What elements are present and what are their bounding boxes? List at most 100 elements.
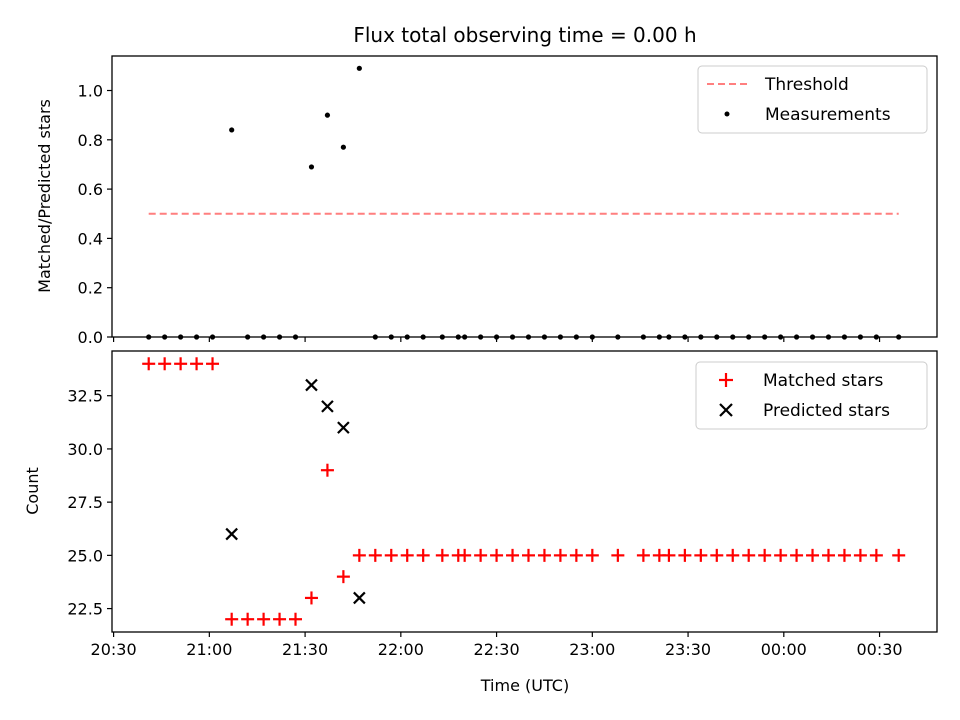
matched-stars-point <box>225 612 239 626</box>
measurements-legend-label: Measurements <box>765 105 891 125</box>
matched-stars-point <box>742 548 756 562</box>
bottom-x-axis: 20:30 21:00 21:30 22:00 22:30 23:00 23:30 00:00… <box>91 632 903 659</box>
top-y-axis-label: Matched/Predicted stars <box>35 99 54 293</box>
top-y-tick-label: 1.0 <box>78 82 103 101</box>
matched-stars-point <box>585 548 599 562</box>
measurements-point <box>682 334 688 340</box>
matched-stars-point <box>821 548 835 562</box>
matched-stars-point <box>435 548 449 562</box>
x-tick-label: 23:00 <box>569 640 615 659</box>
top-y-tick-label: 0.6 <box>78 180 103 199</box>
measurements-point <box>388 334 394 340</box>
predicted-stars-legend-label: Predicted stars <box>763 401 890 421</box>
bottom-plot-area <box>142 357 906 626</box>
measurements-point <box>292 334 299 340</box>
x-axis-label: Time (UTC) <box>480 676 569 695</box>
bottom-y-tick-label: 22.5 <box>67 600 103 619</box>
matched-stars-point <box>694 548 708 562</box>
measurements-point <box>404 334 410 340</box>
measurements-point <box>656 334 662 340</box>
matched-stars-point <box>678 548 692 562</box>
measurements-point <box>245 334 251 340</box>
measurements-point <box>746 334 752 340</box>
measurements-point <box>896 334 902 340</box>
measurements-point <box>615 334 621 340</box>
matched-stars-point <box>458 548 472 562</box>
x-tick-label: 22:30 <box>474 640 520 659</box>
matched-stars-point <box>273 612 287 626</box>
matched-stars-point <box>726 548 740 562</box>
matched-stars-point <box>384 548 398 562</box>
matched-stars-point <box>569 548 583 562</box>
measurements-point <box>825 334 832 340</box>
bottom-legend: Matched stars Predicted stars <box>695 361 928 430</box>
matched-stars-point <box>289 612 303 626</box>
x-tick-label: 21:30 <box>282 640 328 659</box>
matched-stars-point <box>806 548 820 562</box>
matched-stars-point <box>142 357 156 371</box>
measurements-point <box>493 334 500 340</box>
x-tick-label: 21:00 <box>186 640 232 659</box>
measurements-point <box>640 334 646 340</box>
measurements-point <box>841 334 848 340</box>
measurements-legend-swatch <box>724 111 730 117</box>
matched-stars-point <box>758 548 772 562</box>
measurements-point <box>146 334 152 340</box>
measurements-point <box>557 334 564 340</box>
top-y-tick-label: 0.0 <box>78 328 103 347</box>
bottom-legend-box <box>695 361 928 430</box>
measurements-point <box>372 334 378 340</box>
bottom-y-axis-label: Count <box>23 467 42 515</box>
measurements-point <box>778 334 784 340</box>
top-legend: Threshold Measurements <box>697 65 928 134</box>
measurements-point <box>356 65 362 71</box>
matched-stars-point <box>553 548 567 562</box>
top-y-tick-label: 0.8 <box>78 131 103 150</box>
measurements-point <box>324 112 331 118</box>
top-y-axis: 0.0 0.2 0.4 0.6 0.8 1.0 <box>78 82 112 347</box>
x-tick-label: 22:00 <box>378 640 424 659</box>
measurements-point <box>525 334 532 340</box>
matched-stars-point <box>190 357 204 371</box>
matched-stars-point <box>206 357 220 371</box>
matched-stars-point <box>241 612 255 626</box>
measurements-point <box>439 334 445 340</box>
measurements-point <box>573 334 579 340</box>
bottom-panel-frame <box>111 350 938 633</box>
measurements-point <box>209 334 216 340</box>
matched-stars-point <box>416 548 430 562</box>
matched-stars-point <box>790 548 804 562</box>
matched-stars-point <box>257 612 271 626</box>
matched-stars-legend-swatch <box>719 373 733 387</box>
top-panel-frame <box>111 55 938 338</box>
predicted-stars-point <box>225 527 238 541</box>
bottom-panel: 22.5 25.0 27.5 30.0 32.5 20:30 21:00 21:30 22:0… <box>23 350 938 659</box>
matched-stars-point <box>506 548 520 562</box>
matched-stars-point <box>320 463 334 477</box>
measurements-point <box>308 164 315 170</box>
measurements-point <box>276 334 283 340</box>
threshold-legend-label: Threshold <box>764 75 849 95</box>
measurements-point <box>229 127 235 133</box>
matched-stars-point <box>490 548 504 562</box>
predicted-stars-point <box>305 378 318 392</box>
measurements-point <box>666 334 672 340</box>
matched-stars-point <box>662 548 676 562</box>
bottom-y-axis: 22.5 25.0 27.5 30.0 32.5 <box>67 387 112 619</box>
measurements-point <box>793 334 800 340</box>
top-plot-area <box>146 65 902 340</box>
matched-stars-point <box>368 548 382 562</box>
bottom-y-tick-label: 32.5 <box>67 387 103 406</box>
measurements-point <box>340 144 346 150</box>
matched-stars-point <box>636 548 650 562</box>
matched-stars-point <box>774 548 788 562</box>
predicted-stars-point <box>321 400 334 413</box>
bottom-y-tick-label: 27.5 <box>67 493 103 512</box>
predicted-stars-point <box>337 421 350 434</box>
matched-stars-point <box>521 548 535 562</box>
measurements-point <box>420 334 426 340</box>
measurements-point <box>698 334 704 340</box>
measurements-point <box>589 334 595 340</box>
measurements-point <box>162 334 168 340</box>
